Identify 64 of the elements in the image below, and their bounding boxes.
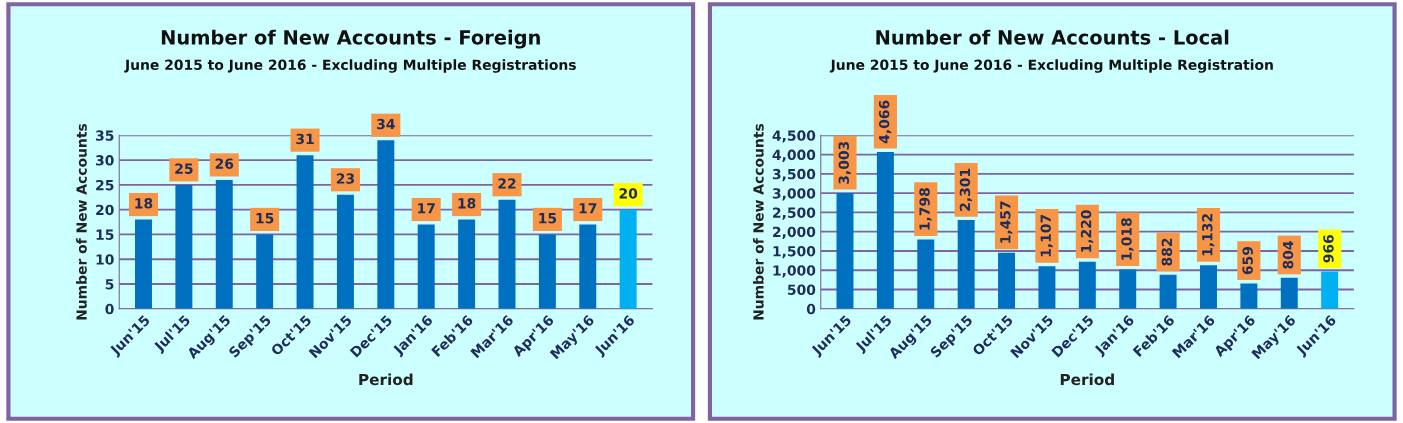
y-tick-label: 2,000 [773,226,816,239]
data-label: 1,457 [1000,201,1013,243]
data-label: 20 [619,188,638,199]
y-tick-label: 1,000 [773,265,816,278]
data-label: 4,066 [878,100,892,144]
data-label: 17 [418,203,435,214]
data-label: 1,107 [1040,214,1053,257]
y-tick-label: 0 [806,303,816,315]
data-label: 18 [458,198,476,209]
bar [256,234,274,309]
data-label: 25 [175,163,193,174]
chart-subtitle: June 2015 to June 2016 - Excluding Multiple Registrations [124,59,576,73]
y-tick-label: 500 [787,284,816,295]
chart-title: Number of New Accounts - Local [876,29,1229,45]
data-label: 966 [1323,234,1334,263]
bar [296,155,314,309]
data-label: 3,003 [838,141,851,184]
x-axis-title: Period [359,373,413,386]
chart-title: Number of New Accounts - Foreign [161,29,540,49]
y-axis-title: Number of New Accounts [76,123,87,320]
y-tick-label: 0 [105,303,114,315]
y-tick-label: 10 [96,254,114,265]
bar [1200,265,1217,309]
data-label: 1,798 [919,188,932,230]
data-label: 1,220 [1080,210,1094,252]
bar [1038,266,1056,309]
data-label: 804 [1282,241,1294,269]
data-label: 18 [135,198,153,209]
chart-subtitle: June 2015 to June 2016 - Excluding Multiple Registration [829,59,1273,73]
bar [917,239,935,309]
y-tick-label: 4,500 [772,130,816,143]
data-label: 31 [296,133,314,145]
y-tick-label: 20 [96,204,114,216]
y-tick-label: 3,500 [772,168,816,182]
data-label: 17 [579,203,597,214]
x-axis-title: Period [1060,373,1114,386]
y-tick-label: 3,000 [772,188,816,201]
y-tick-label: 4,000 [772,149,816,162]
bar [836,193,854,309]
y-tick-label: 35 [96,130,114,141]
data-label: 15 [256,213,274,224]
bar [1240,283,1258,309]
y-tick-label: 2,500 [773,207,816,220]
bar [538,234,556,309]
data-label: 15 [539,213,557,224]
data-label: 34 [377,118,395,130]
y-tick-label: 1,500 [773,245,816,259]
y-tick-label: 5 [105,279,114,290]
data-label: 1,132 [1202,214,1215,256]
data-label: 22 [498,178,516,189]
bar [957,220,975,309]
y-tick-label: 30 [96,155,114,166]
data-label: 1,018 [1121,218,1134,260]
bar [1119,269,1137,309]
data-label: 2,301 [959,168,972,211]
y-axis-title: Number of New Accounts [752,123,764,320]
bar [377,140,395,309]
data-label: 882 [1161,238,1173,266]
data-label: 26 [215,158,234,169]
data-label: 659 [1242,246,1253,275]
data-label: 23 [336,173,354,184]
y-tick-label: 15 [96,229,114,240]
bar [876,152,894,309]
y-tick-label: 25 [96,179,114,191]
